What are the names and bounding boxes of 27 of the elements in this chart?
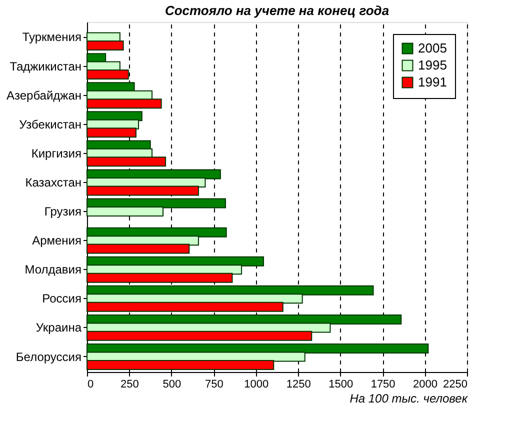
- x-tick-label: 500: [162, 378, 182, 390]
- y-tick-label: Грузия: [44, 204, 82, 219]
- y-tick-label: Узбекистан: [19, 117, 82, 132]
- y-tick-label: Туркмения: [22, 30, 82, 44]
- x-tick-label: 1750: [370, 378, 396, 390]
- chart-title: Состояло на учете на конец года: [164, 3, 390, 18]
- legend-label: 1995: [418, 58, 447, 72]
- legend-label: 2005: [418, 40, 447, 56]
- y-tick-label: Белоруссия: [16, 350, 82, 364]
- y-tick-label: Украина: [36, 320, 82, 335]
- x-tick-label: 1500: [328, 378, 354, 390]
- x-tick-label: 2000: [413, 378, 438, 390]
- x-tick-label: 1000: [244, 378, 269, 390]
- y-tick-label: Армения: [32, 234, 82, 248]
- x-axis-title: На 100 тыс. человек: [350, 392, 469, 406]
- y-tick-label: Россия: [42, 292, 82, 306]
- x-tick-label: 1250: [286, 378, 311, 390]
- x-tick-label: 0: [88, 378, 94, 390]
- x-tick-label: 2250: [443, 378, 468, 390]
- x-tick-label: 250: [120, 378, 139, 390]
- x-tick-label: 750: [204, 378, 224, 390]
- y-tick-label: Киргизия: [31, 146, 82, 160]
- y-tick-label: Молдавия: [24, 262, 82, 277]
- y-tick-label: Азербайджан: [6, 88, 82, 102]
- y-tick-label: Казахстан: [25, 175, 82, 190]
- legend-label: 1991: [418, 74, 447, 90]
- y-tick-label: Таджикистан: [10, 59, 82, 74]
